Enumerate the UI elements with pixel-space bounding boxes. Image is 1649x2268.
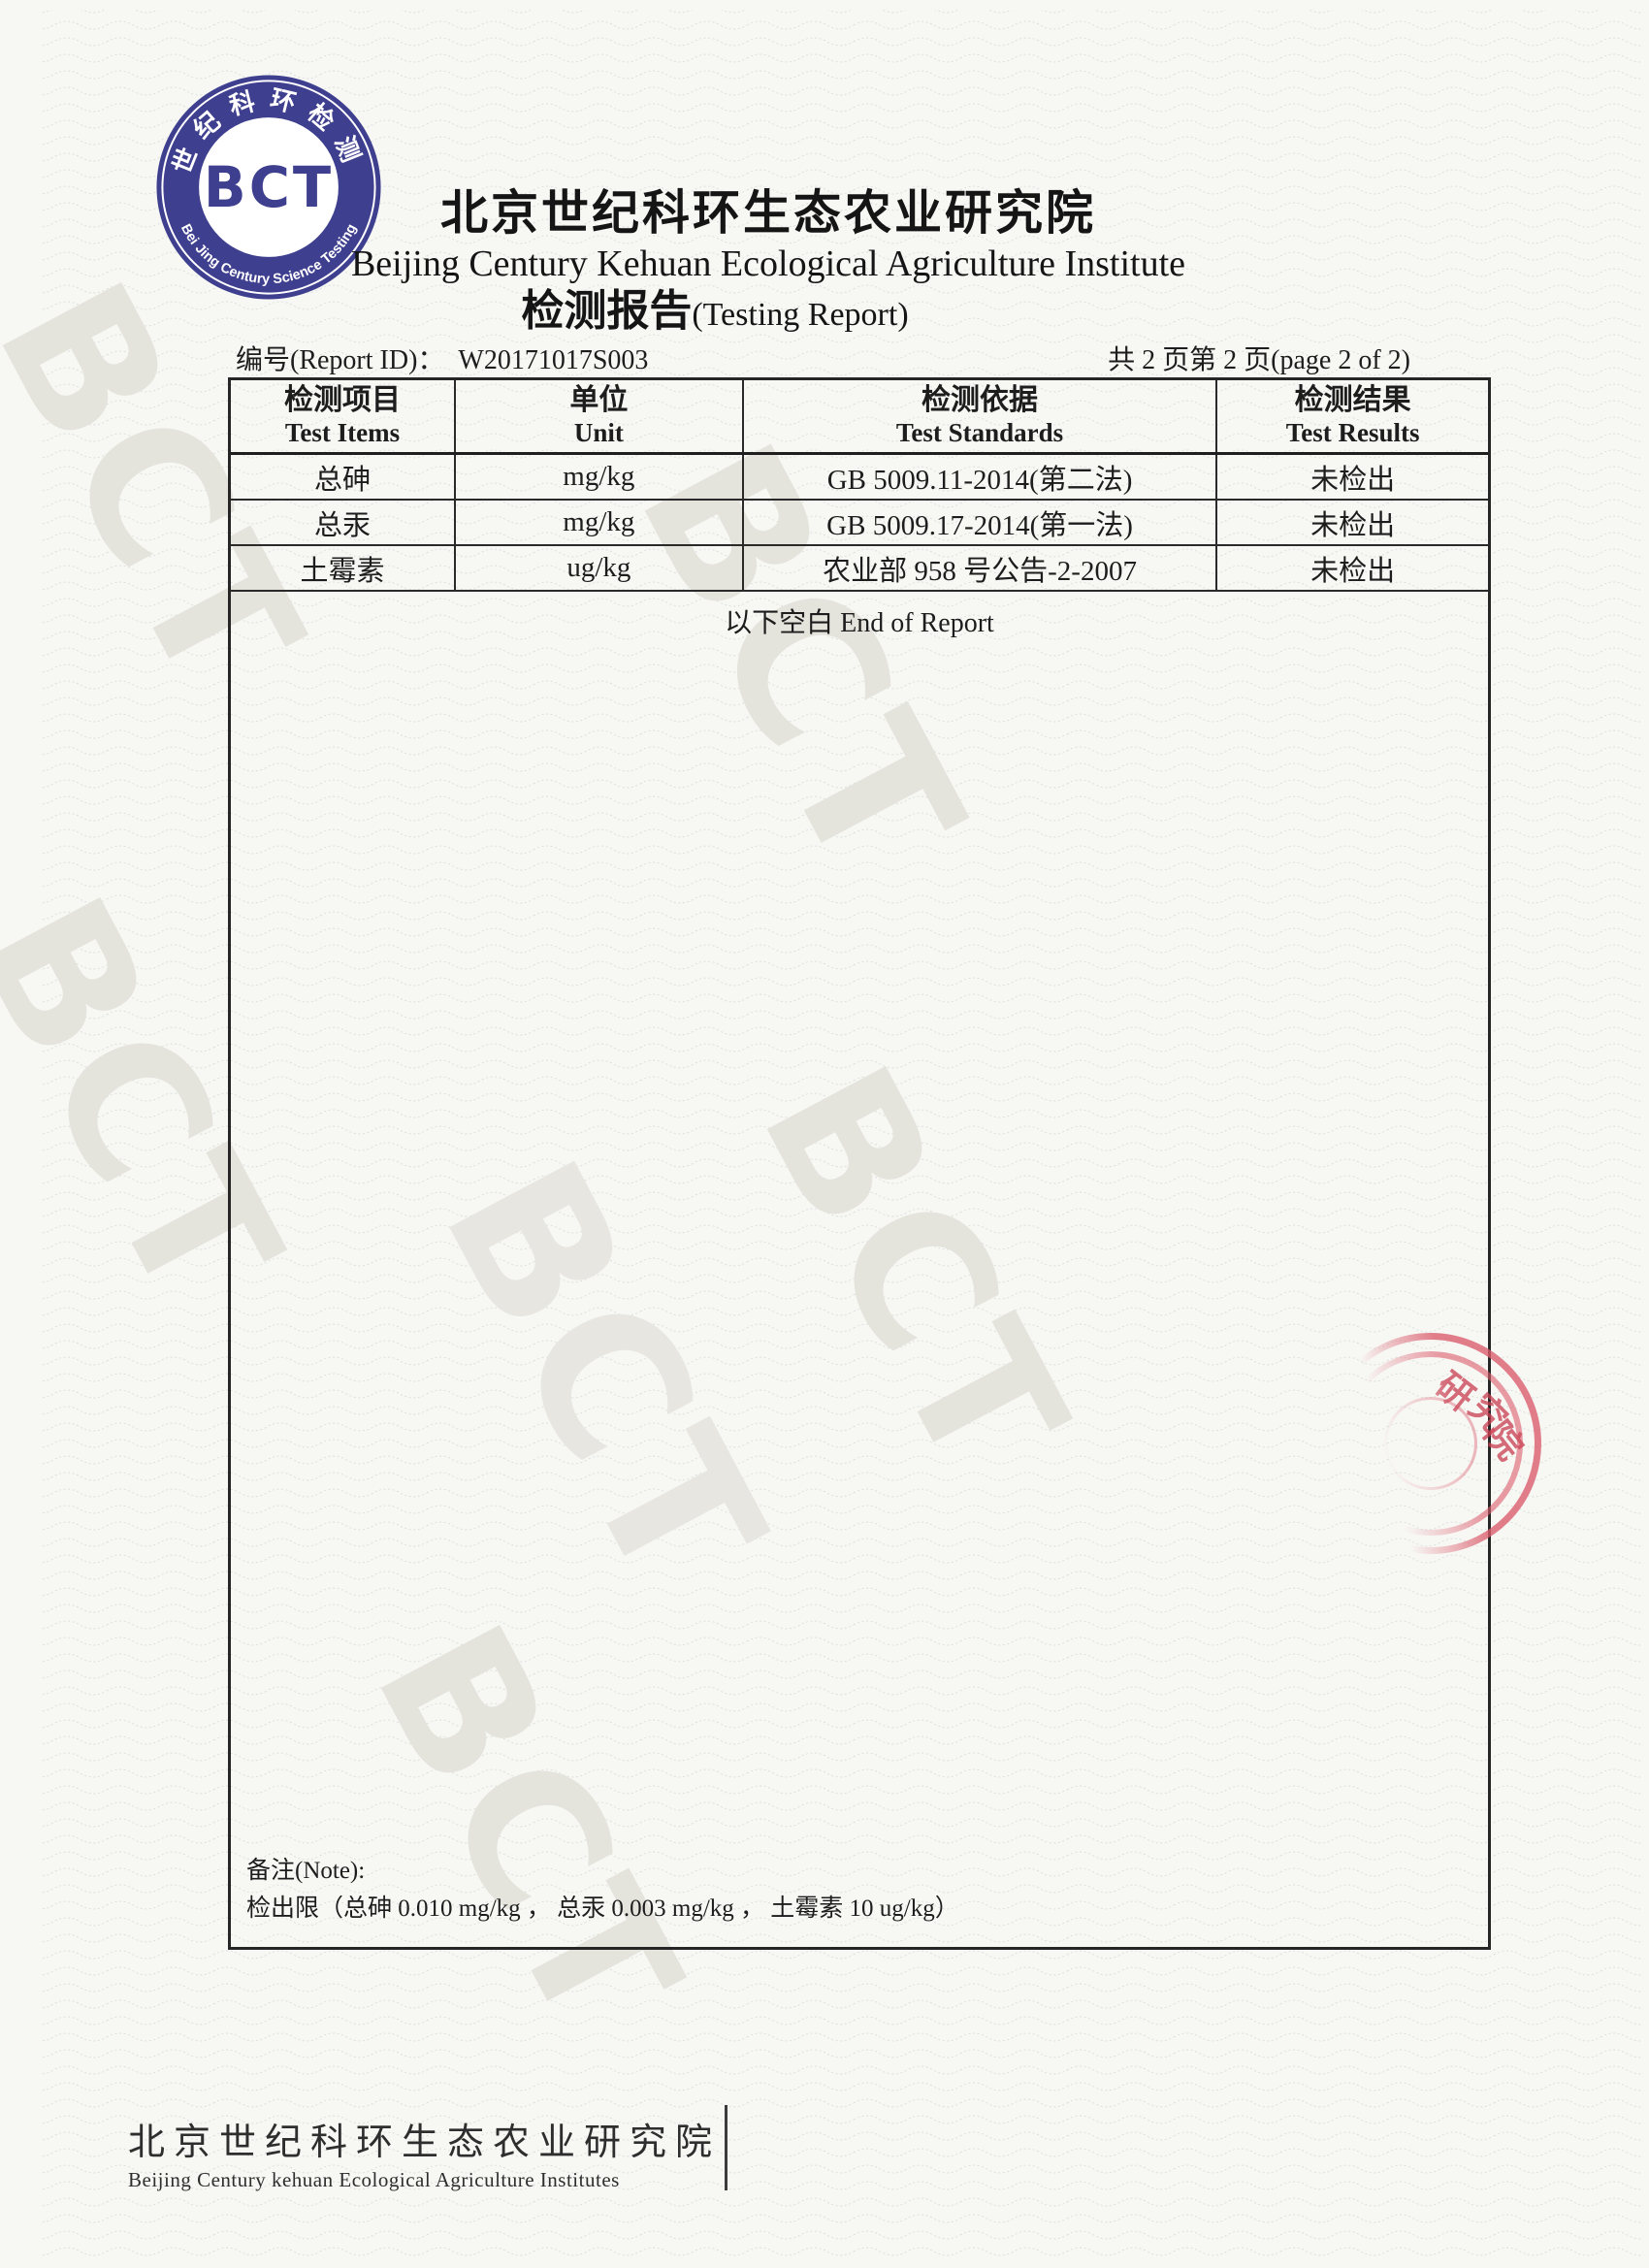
- standard-cell: 农业部 958 号公告-2-2007: [744, 546, 1218, 590]
- unit-cell: mg/kg: [456, 501, 744, 544]
- footer-org-block: 北京世纪科环生态农业研究院 Beijing Century kehuan Eco…: [128, 2121, 721, 2192]
- unit-cell: mg/kg: [456, 455, 744, 499]
- report-id-line: 编号(Report ID)： W20171017S003: [236, 339, 648, 377]
- table-header-row: 检测项目 Test Items 单位 Unit 检测依据 Test Standa…: [231, 380, 1488, 455]
- logo-band: [163, 81, 374, 293]
- unit-cell: ug/kg: [456, 546, 744, 590]
- table-row: 总砷 mg/kg GB 5009.11-2014(第二法) 未检出: [231, 455, 1488, 501]
- header-test-items: 检测项目 Test Items: [231, 380, 456, 452]
- table-row: 总汞 mg/kg GB 5009.17-2014(第一法) 未检出: [231, 501, 1488, 546]
- result-cell: 未检出: [1310, 464, 1396, 496]
- header-unit: 单位 Unit: [456, 380, 744, 452]
- header-en: Test Items: [284, 418, 401, 447]
- footer-divider-line: [725, 2105, 728, 2190]
- org-title-en: Beijing Century Kehuan Ecological Agricu…: [350, 243, 1186, 284]
- results-table: 检测项目 Test Items 单位 Unit 检测依据 Test Standa…: [228, 377, 1491, 1950]
- result-cell: 未检出: [1310, 555, 1396, 587]
- header-cn: 检测项目: [283, 384, 401, 416]
- test-item-cell: 总砷: [231, 455, 456, 499]
- page-info: 共 2 页第 2 页(page 2 of 2): [1108, 345, 1410, 375]
- header-en: Unit: [573, 418, 624, 447]
- header-en: Test Results: [1285, 418, 1420, 447]
- red-seal-stamp: 研 究 院: [1319, 1329, 1571, 1562]
- table-row: 土霉素 ug/kg 农业部 958 号公告-2-2007 未检出: [231, 546, 1488, 592]
- note-text: 检出限（总砷 0.010 mg/kg ， 总汞 0.003 mg/kg ， 土霉…: [246, 1895, 959, 1922]
- test-item-cell: 土霉素: [231, 546, 456, 590]
- end-of-report-text: 以下空白 End of Report: [725, 608, 994, 638]
- stamp-inner-ring: [1384, 1397, 1477, 1490]
- doc-title: 检测报告(Testing Report): [179, 287, 1250, 340]
- stamp-outer-ring: [1320, 1333, 1541, 1554]
- header-cn: 检测结果: [1294, 384, 1411, 416]
- doc-title-en: (Testing Report): [692, 297, 909, 333]
- org-title-cn: 北京世纪科环生态农业研究院: [439, 186, 1096, 240]
- footer-org-cn: 北京世纪科环生态农业研究院: [128, 2122, 722, 2163]
- stamp-middle-ring: [1339, 1351, 1523, 1536]
- header-cn: 单位: [569, 384, 629, 416]
- logo-inner-disc: [200, 118, 338, 256]
- result-cell: 未检出: [1310, 509, 1396, 541]
- standard-cell: GB 5009.11-2014(第二法): [744, 455, 1218, 499]
- header-en: Test Standards: [895, 418, 1064, 447]
- header-test-results: 检测结果 Test Results: [1217, 380, 1488, 452]
- footer-org-en: Beijing Century kehuan Ecological Agricu…: [128, 2168, 620, 2191]
- table-empty-area: 以下空白 End of Report 备注(Note): 检出限（总砷 0.01…: [231, 592, 1488, 1947]
- test-item-cell: 总汞: [231, 501, 456, 544]
- bct-logo: 世纪科环检测 Bei Jing Century Science Testing …: [156, 75, 381, 300]
- report-id-value: W20171017S003: [458, 345, 649, 375]
- header-test-standards: 检测依据 Test Standards: [744, 380, 1218, 452]
- report-id-label: 编号(Report ID)：: [236, 345, 445, 375]
- note-block: 备注(Note): 检出限（总砷 0.010 mg/kg ， 总汞 0.003 …: [246, 1852, 959, 1928]
- report-header: 北京世纪科环生态农业研究院 Beijing Century Kehuan Eco…: [233, 186, 1304, 340]
- doc-title-cn: 检测报告: [521, 287, 693, 335]
- note-label: 备注(Note):: [246, 1858, 366, 1884]
- standard-cell: GB 5009.17-2014(第一法): [744, 501, 1218, 544]
- logo-center-text: BCT: [204, 155, 334, 220]
- header-cn: 检测依据: [922, 384, 1039, 416]
